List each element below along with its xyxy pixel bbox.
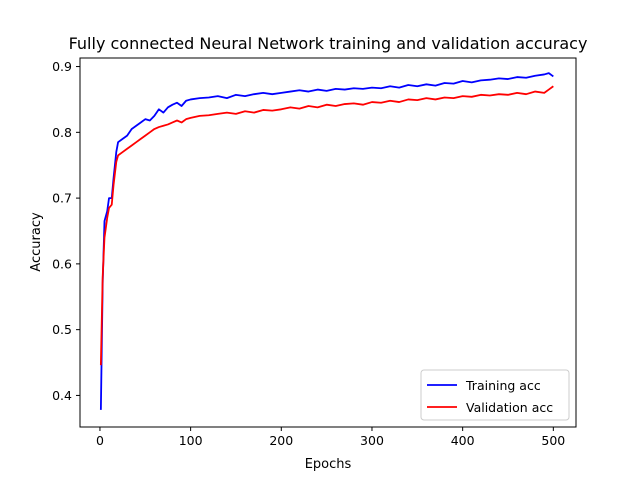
plot-lines — [99, 72, 554, 410]
x-tick-label: 200 — [269, 433, 293, 448]
x-axis: 0 100 200 300 400 500 — [96, 427, 565, 448]
legend: Training acc Validation acc — [420, 369, 570, 421]
series-line-training — [99, 72, 554, 410]
x-tick-label: 100 — [179, 433, 203, 448]
series-line-validation — [99, 85, 554, 366]
plot-frame — [79, 57, 577, 428]
x-tick-label: 500 — [541, 433, 565, 448]
y-tick-label: 0.9 — [52, 59, 72, 74]
x-tick-label: 300 — [360, 433, 384, 448]
y-axis-label: Accuracy — [29, 212, 44, 272]
x-tick-label: 0 — [96, 433, 104, 448]
chart-title: Fully connected Neural Network training … — [69, 34, 588, 53]
y-tick-label: 0.5 — [52, 322, 72, 337]
legend-label-training: Training acc — [465, 378, 541, 393]
y-tick-label: 0.6 — [52, 256, 72, 271]
x-axis-label: Epochs — [305, 457, 352, 472]
legend-label-validation: Validation acc — [466, 400, 553, 415]
y-axis: 0.4 0.5 0.6 0.7 0.8 0.9 — [52, 59, 80, 403]
y-tick-label: 0.4 — [52, 388, 72, 403]
legend-box — [420, 369, 570, 421]
y-tick-label: 0.7 — [52, 191, 72, 206]
y-tick-label: 0.8 — [52, 125, 72, 140]
x-tick-label: 400 — [451, 433, 475, 448]
